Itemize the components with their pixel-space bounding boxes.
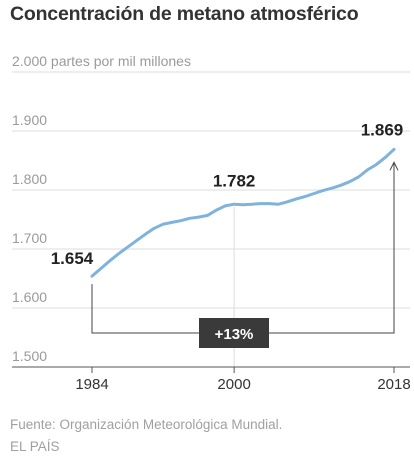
y-tick-label: 1.800 [12, 171, 47, 187]
series-line [90, 147, 396, 278]
source-note: Fuente: Organización Meteorológica Mundi… [10, 417, 283, 432]
y-tick-label: 1.500 [12, 348, 47, 364]
change-bracket: +13% [91, 161, 399, 348]
x-tick-label: 1984 [75, 376, 108, 393]
change-badge [199, 318, 269, 348]
data-line [90, 147, 396, 278]
y-tick-label: 2.000 partes por mil millones [12, 53, 191, 69]
line-chart: 2.000 partes por mil millones1.9001.8001… [12, 53, 411, 393]
y-tick-label: 1.600 [12, 289, 47, 305]
data-label: 1.869 [361, 120, 404, 139]
credit-label: EL PAÍS [10, 439, 60, 454]
y-tick-label: 1.900 [12, 112, 47, 128]
data-label: 1.782 [213, 172, 256, 191]
data-label: 1.654 [51, 249, 94, 268]
data-labels: 1.654 1.782 1.869 [51, 120, 404, 268]
x-tick-label: 2000 [217, 376, 250, 393]
x-tick-label: 2018 [377, 376, 410, 393]
bracket-arrowhead [389, 161, 399, 171]
y-tick-label: 1.700 [12, 230, 47, 246]
chart-title: Concentración de metano atmosférico [10, 3, 359, 25]
x-axis: 1984 2000 2018 [12, 366, 411, 393]
change-label: +13% [215, 326, 254, 343]
